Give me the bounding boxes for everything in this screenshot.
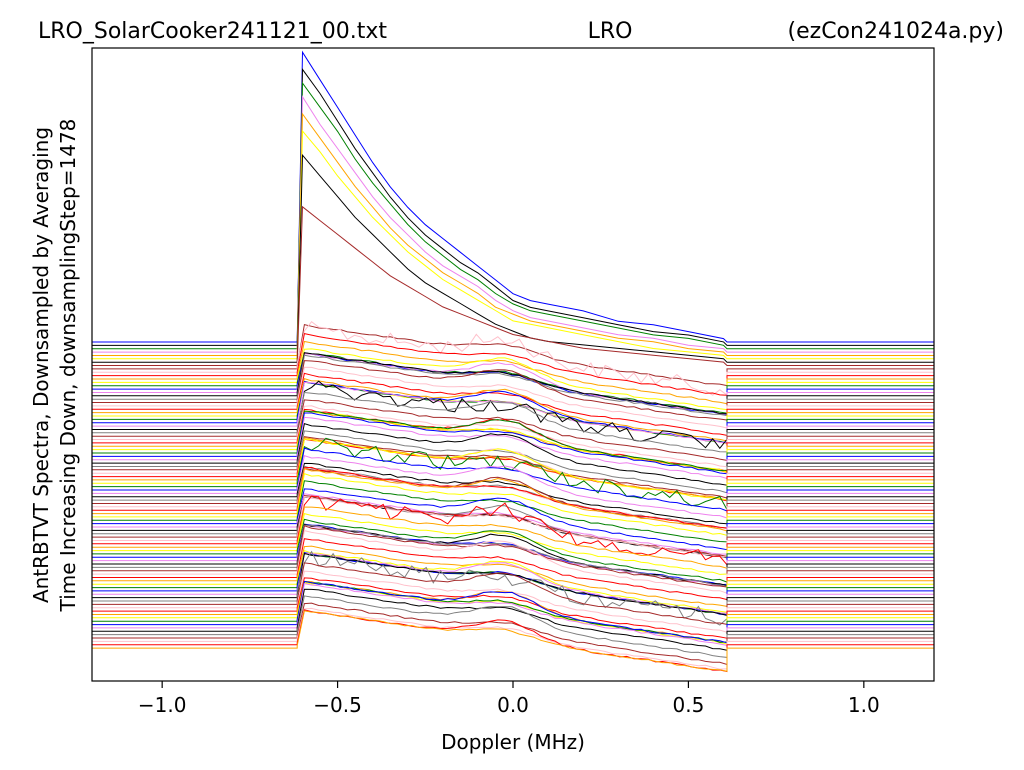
title-left: LRO_SolarCooker241121_00.txt [38,19,387,44]
spectrum-trace [92,468,934,529]
spectrum-trace [92,430,934,494]
spectrum-trace [92,399,934,461]
x-tick-label: 0.0 [497,693,529,717]
title-right: (ezCon241024a.py) [788,19,1004,44]
spectrum-trace [92,588,934,651]
spectrum-trace [92,580,934,644]
spectrum-trace [92,447,934,512]
spectrum-trace [92,410,934,472]
spectrum-trace [92,50,934,343]
spectrum-trace [92,408,934,472]
spectrum-trace [92,455,934,519]
spectrum-trace [92,518,934,583]
spectrum-trace [92,422,934,486]
spectrum-trace [92,488,934,551]
spectrum-trace [92,348,934,411]
x-tick-label: −1.0 [138,693,187,717]
spectrum-trace [92,562,934,626]
spectra-traces [92,50,934,673]
spectrum-trace [92,323,934,387]
spectrum-trace [92,602,934,666]
spectrum-trace [92,609,934,673]
spectrum-trace [92,525,934,588]
spectrum-trace [92,333,934,396]
spectrum-trace [92,529,934,594]
spectrum-trace [92,340,934,405]
x-axis-ticks: −1.0 −0.5 0.0 0.5 1.0 [138,681,880,717]
spectrum-trace [92,538,934,601]
spectrum-trace [92,595,934,658]
spectrum-trace [92,495,934,558]
spectrum-trace [92,405,934,468]
spectrum-trace [92,583,934,647]
spectrum-trace [92,95,934,353]
spectrum-trace [92,550,934,626]
x-tick-label: −0.5 [313,693,362,717]
spectrum-trace [92,153,934,363]
spectrum-trace [92,506,934,569]
x-tick-label: 0.5 [673,693,705,717]
title-center: LRO [588,19,633,44]
spectrum-trace [92,545,934,607]
spectrum-trace [92,473,934,537]
spectrum-trace [92,321,934,396]
spectrum-trace [92,436,934,499]
spectrum-trace [92,468,934,532]
y-axis-label-line2: Time Increasing Down, downsamplingStep=1… [56,119,80,613]
spectrum-trace [92,524,934,587]
spectrum-trace [92,438,934,501]
spectrum-trace [92,391,934,453]
spectrum-trace [92,550,934,613]
spectrum-trace [92,205,934,366]
spectrum-trace [92,607,934,670]
spectrum-trace [92,462,934,525]
spectrum-trace [92,466,934,529]
y-axis-label-line1: AntRBTVT Spectra, Downsampled by Averagi… [29,127,53,603]
spectrum-trace [92,372,934,437]
x-tick-label: 1.0 [848,693,880,717]
spectrum-trace [92,67,934,346]
spectrum-trace [92,360,934,421]
x-axis-label: Doppler (MHz) [441,730,585,754]
spectrum-trace [92,577,934,639]
spectrum-trace [92,129,934,360]
spectrum-trace [92,381,934,444]
spectrum-trace [92,610,934,672]
spectrum-trace [92,380,934,450]
spectrum-trace [92,495,934,567]
spectrum-trace [92,81,934,350]
spectrum-trace [92,437,934,510]
spectrum-trace [92,552,934,616]
spectrum-trace [92,354,934,417]
spectrum-trace [92,112,934,356]
spectrum-trace [92,352,934,415]
spectrum-trace [92,512,934,575]
spectrum-trace [92,366,934,429]
spectrum-trace [92,412,934,475]
spectrum-trace [92,416,934,480]
